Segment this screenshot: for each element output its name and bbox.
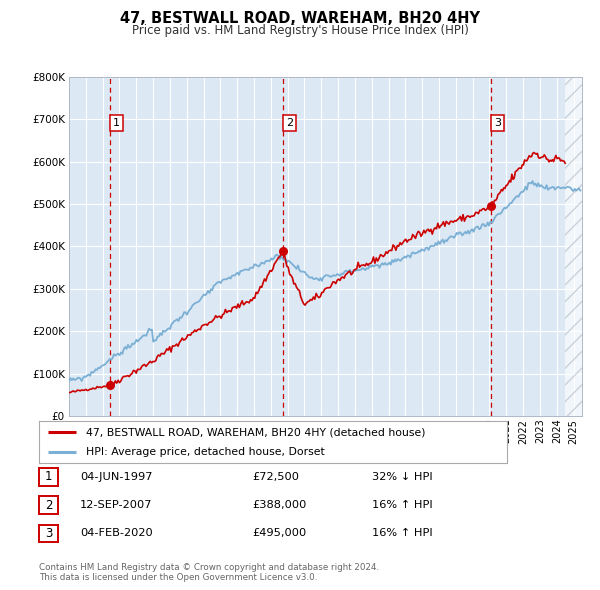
Text: £388,000: £388,000: [252, 500, 307, 510]
Text: 12-SEP-2007: 12-SEP-2007: [80, 500, 152, 510]
Text: £495,000: £495,000: [252, 529, 306, 538]
Text: 04-FEB-2020: 04-FEB-2020: [80, 529, 152, 538]
Text: Contains HM Land Registry data © Crown copyright and database right 2024.
This d: Contains HM Land Registry data © Crown c…: [39, 563, 379, 582]
Text: 2: 2: [45, 499, 52, 512]
Text: 3: 3: [494, 119, 502, 129]
Text: 1: 1: [113, 119, 120, 129]
Text: £72,500: £72,500: [252, 472, 299, 481]
Text: Price paid vs. HM Land Registry's House Price Index (HPI): Price paid vs. HM Land Registry's House …: [131, 24, 469, 37]
Text: 04-JUN-1997: 04-JUN-1997: [80, 472, 152, 481]
Text: 1: 1: [45, 470, 52, 483]
Text: 47, BESTWALL ROAD, WAREHAM, BH20 4HY (detached house): 47, BESTWALL ROAD, WAREHAM, BH20 4HY (de…: [86, 427, 425, 437]
Text: 3: 3: [45, 527, 52, 540]
Text: HPI: Average price, detached house, Dorset: HPI: Average price, detached house, Dors…: [86, 447, 325, 457]
Text: 16% ↑ HPI: 16% ↑ HPI: [372, 500, 433, 510]
Text: 32% ↓ HPI: 32% ↓ HPI: [372, 472, 433, 481]
Text: 2: 2: [286, 119, 293, 129]
Text: 16% ↑ HPI: 16% ↑ HPI: [372, 529, 433, 538]
Text: 47, BESTWALL ROAD, WAREHAM, BH20 4HY: 47, BESTWALL ROAD, WAREHAM, BH20 4HY: [120, 11, 480, 25]
